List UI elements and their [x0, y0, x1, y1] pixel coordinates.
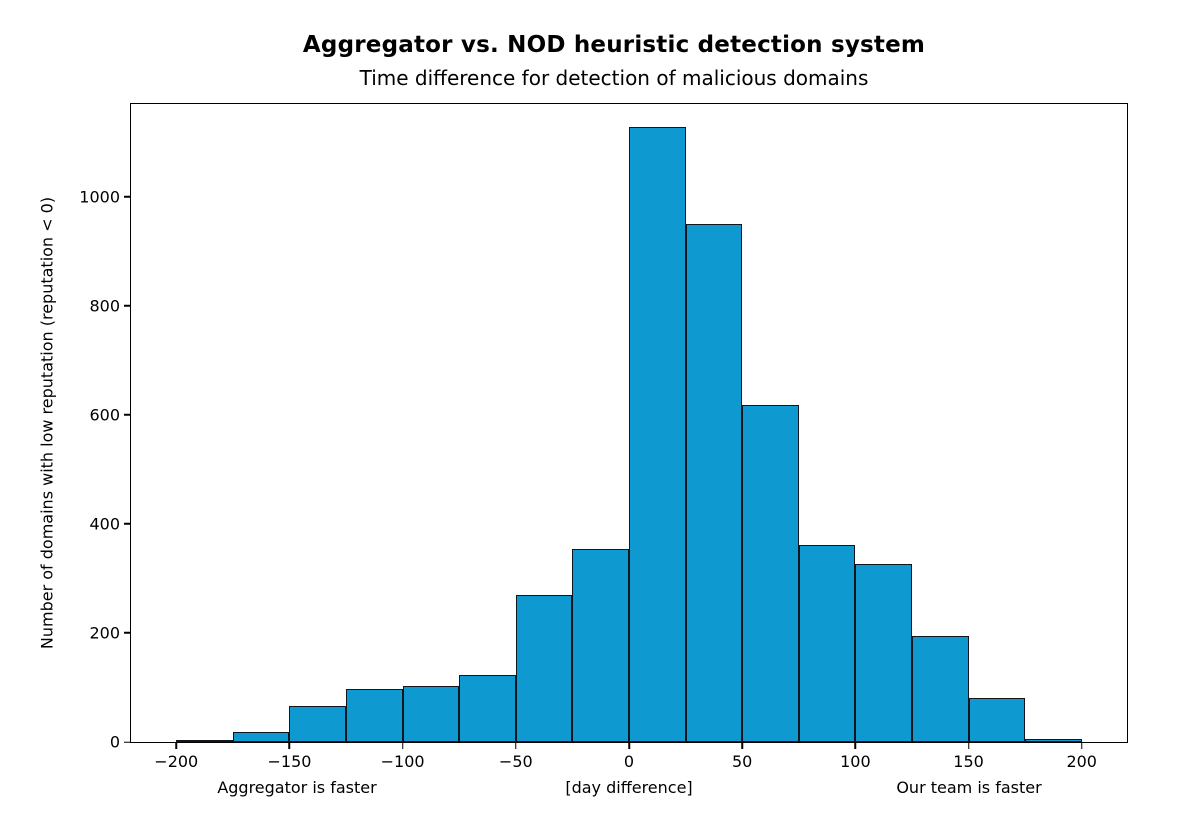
y-tick-label-1000: 1000: [79, 187, 120, 207]
annotation-our-team-faster: Our team is faster: [896, 778, 1042, 797]
x-tick-mark--100: [401, 742, 404, 749]
y-tick-mark-200: [124, 632, 131, 634]
x-tick-label--50: −50: [498, 752, 533, 771]
plot-area: −200 −150 −100 −50 0 50 100 150 200 0 200 400 600 800…: [79, 103, 1128, 771]
x-tick-mark-0: [628, 742, 630, 749]
x-tick-mark--50: [515, 742, 517, 749]
x-tick-mark--200: [175, 742, 178, 749]
x-tick-mark-100: [854, 742, 857, 749]
x-axis-label: [day difference]: [565, 778, 693, 797]
y-axis-label: Number of domains with low reputation (r…: [37, 196, 57, 650]
x-tick-label-200: 200: [1066, 752, 1097, 771]
histogram-bar-25-to-50: [685, 223, 743, 742]
y-tick-label-800: 800: [89, 296, 120, 316]
x-tick-label--100: −100: [380, 752, 425, 771]
histogram-bar--100-to--75: [402, 686, 460, 742]
x-tick-label-0: 0: [623, 752, 635, 771]
chart-title: Aggregator vs. NOD heuristic detection s…: [302, 32, 926, 58]
x-tick-label-50: 50: [731, 752, 753, 771]
x-tick-label--200: −200: [154, 752, 199, 771]
y-tick-mark-400: [124, 523, 131, 525]
y-tick-mark-0: [124, 741, 131, 743]
histogram-bar-125-to-150: [911, 636, 969, 742]
x-tick-mark--150: [288, 742, 291, 749]
y-tick-label-200: 200: [89, 623, 120, 643]
x-tick-label-100: 100: [840, 752, 871, 771]
y-tick-mark-1000: [124, 195, 131, 198]
y-tick-label-400: 400: [89, 514, 120, 534]
y-tick-mark-800: [124, 305, 131, 307]
x-tick-label-150: 150: [953, 752, 984, 771]
y-tick-label-0: 0: [109, 732, 120, 752]
histogram-bar--125-to--100: [346, 689, 403, 742]
histogram-bar--50-to--25: [515, 594, 573, 742]
histogram-bar--150-to--125: [289, 706, 347, 742]
histogram-bar-175-to-200: [1025, 739, 1082, 742]
histogram-bar--25-to-0: [572, 548, 629, 742]
histogram-bar--175-to--150: [232, 731, 290, 742]
chart-subtitle: Time difference for detection of malicio…: [359, 66, 869, 90]
histogram-bar--200-to--175: [176, 740, 233, 742]
histogram-bar--75-to--50: [459, 674, 516, 742]
histogram-bar-100-to-125: [855, 564, 912, 742]
y-tick-label-600: 600: [89, 405, 120, 425]
y-tick-mark-600: [124, 414, 131, 416]
x-tick-mark-50: [741, 742, 743, 749]
x-tick-label--150: −150: [267, 752, 312, 771]
x-tick-mark-200: [1080, 742, 1083, 749]
histogram-bar-75-to-100: [798, 544, 856, 742]
x-tick-mark-150: [967, 742, 970, 749]
annotation-aggregator-faster: Aggregator is faster: [217, 778, 377, 797]
histogram-bar-150-to-175: [968, 698, 1026, 742]
histogram-bar-50-to-75: [742, 405, 799, 742]
histogram-bar-0-to-25: [629, 126, 686, 742]
